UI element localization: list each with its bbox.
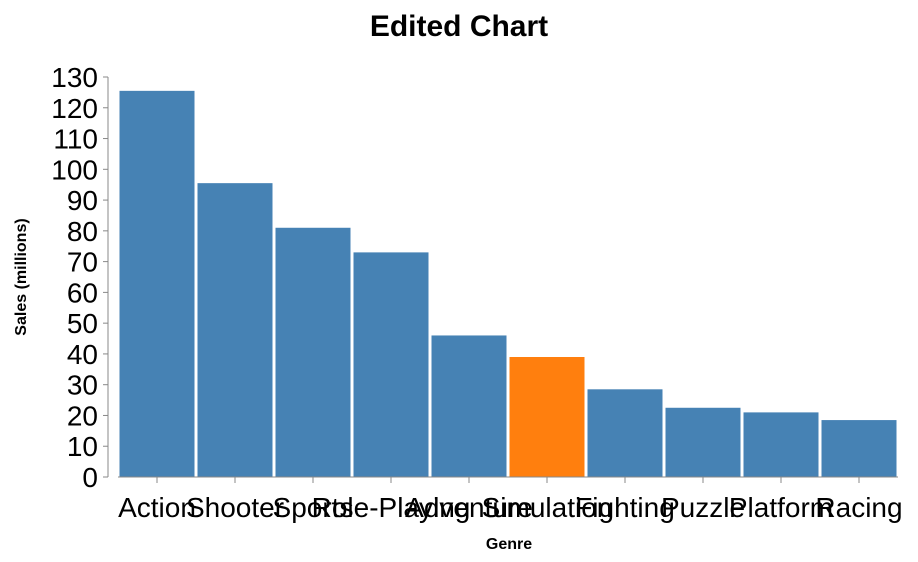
y-tick-label: 10 [67, 431, 98, 462]
y-axis-title: Sales (millions) [13, 218, 30, 335]
bar-shooter [197, 183, 273, 477]
y-tick-label: 70 [67, 247, 98, 278]
x-tick-label: Role-Playing [312, 492, 471, 523]
x-tick-label: Racing [815, 492, 902, 523]
x-tick-label: Action [118, 492, 196, 523]
bar-adventure [431, 335, 507, 477]
bar-platform [743, 412, 819, 477]
y-tick-label: 30 [67, 370, 98, 401]
bar-sports [275, 227, 351, 477]
x-tick-label: Adventure [405, 492, 533, 523]
y-tick-label: 20 [67, 400, 98, 431]
y-tick-label: 40 [67, 339, 98, 370]
chart-title: Edited Chart [370, 10, 548, 43]
x-tick-label: Sports [273, 492, 354, 523]
x-axis-title: Genre [486, 536, 532, 553]
y-tick-label: 50 [67, 308, 98, 339]
y-tick-label: 0 [82, 462, 98, 493]
y-tick-label: 100 [51, 154, 98, 185]
y-tick-label: 130 [51, 62, 98, 93]
bar-role-playing [353, 252, 429, 477]
x-tick-label: Simulation [482, 492, 613, 523]
bar-puzzle [665, 407, 741, 477]
bar-action [119, 90, 195, 477]
bar-simulation [509, 357, 585, 477]
y-tick-label: 120 [51, 93, 98, 124]
x-tick-label: Puzzle [661, 492, 745, 523]
x-tick-label: Fighting [575, 492, 675, 523]
bar-fighting [587, 389, 663, 477]
y-tick-label: 80 [67, 216, 98, 247]
x-tick-label: Shooter [186, 492, 284, 523]
bar-racing [821, 420, 897, 477]
y-tick-label: 90 [67, 185, 98, 216]
y-tick-label: 110 [53, 124, 98, 155]
y-tick-label: 60 [67, 277, 98, 308]
x-tick-label: Platform [729, 492, 833, 523]
